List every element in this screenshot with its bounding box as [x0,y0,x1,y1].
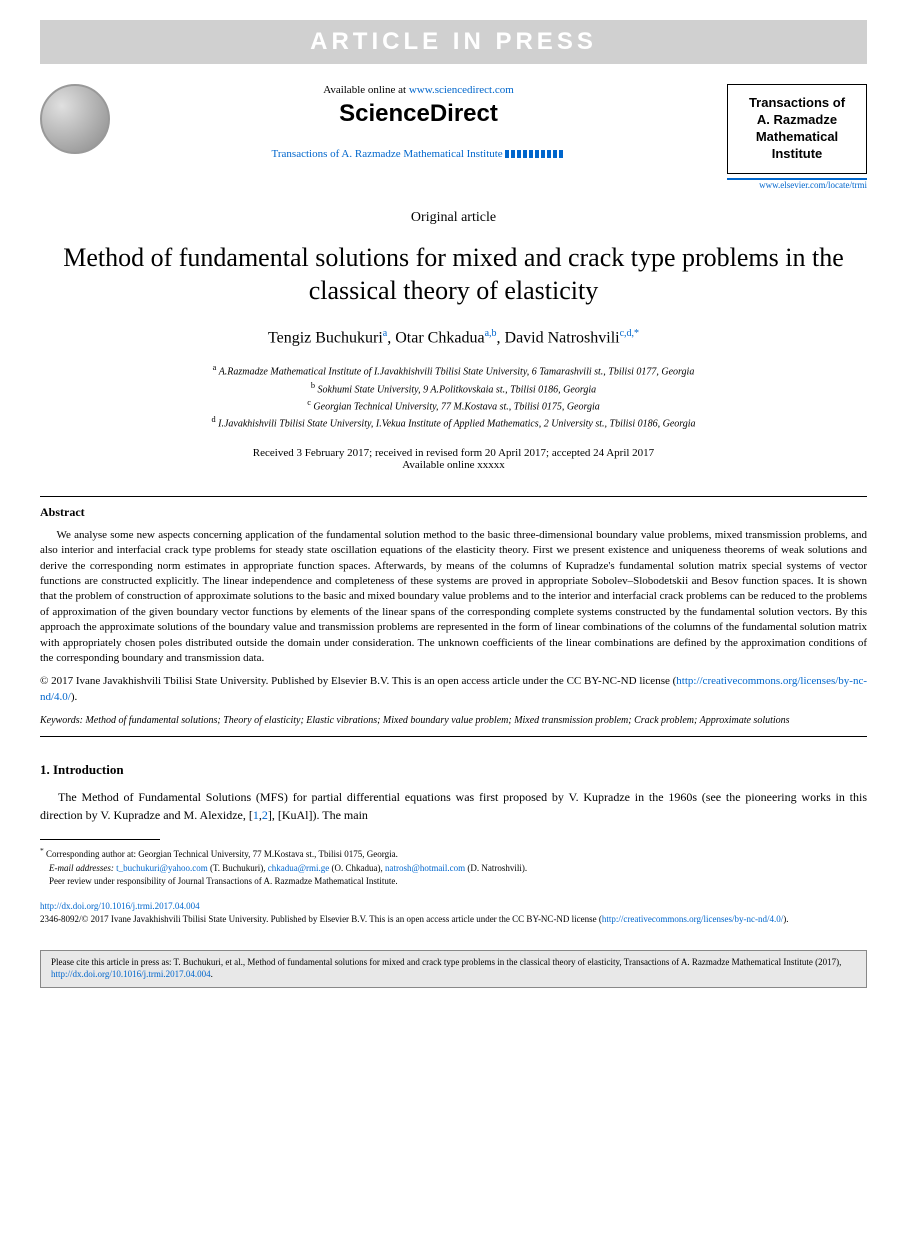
dates-line2: Available online xxxxx [40,459,867,471]
journal-box-line1: Transactions of [734,95,860,112]
affiliation-c: c Georgian Technical University, 77 M.Ko… [40,397,867,414]
email-addresses-line: E-mail addresses: t_buchukuri@yahoo.com … [40,862,867,876]
journal-title-box-wrapper: Transactions of A. Razmadze Mathematical… [727,84,867,190]
journal-ref-text: Transactions of A. Razmadze Mathematical… [272,148,506,160]
abstract-body: We analyse some new aspects concerning a… [40,529,867,664]
abstract-heading: Abstract [40,505,867,520]
affiliations: a A.Razmadze Mathematical Institute of I… [40,362,867,431]
journal-reference-line: Transactions of A. Razmadze Mathematical… [130,148,707,160]
copyright-text: © 2017 Ivane Javakhishvili Tbilisi State… [40,675,676,687]
intro-paragraph: The Method of Fundamental Solutions (MFS… [40,788,867,824]
available-prefix: Available online at [323,84,409,96]
email-label: E-mail addresses: [49,863,116,873]
affiliation-d: d I.Javakhishvili Tbilisi State Universi… [40,414,867,431]
abstract-paragraph: We analyse some new aspects concerning a… [40,528,867,667]
affiliation-a: a A.Razmadze Mathematical Institute of I… [40,362,867,379]
journal-box-line2: A. Razmadze [734,112,860,129]
peer-review-note: Peer review under responsibility of Jour… [40,875,867,889]
rule-bottom [40,736,867,737]
issn-copyright-line: 2346-8092/© 2017 Ivane Javakhishvili Tbi… [40,913,867,926]
article-title: Method of fundamental solutions for mixe… [40,241,867,309]
affiliation-b: b Sokhumi State University, 9 A.Politkov… [40,380,867,397]
footnotes: * Corresponding author at: Georgian Tech… [40,845,867,889]
doi-link[interactable]: http://dx.doi.org/10.1016/j.trmi.2017.04… [40,901,867,911]
citation-box: Please cite this article in press as: T.… [40,950,867,987]
journal-box-line4: Institute [734,146,860,163]
sciencedirect-url-link[interactable]: www.sciencedirect.com [409,84,514,96]
center-header: Available online at www.sciencedirect.co… [110,84,727,160]
dates-line1: Received 3 February 2017; received in re… [40,447,867,459]
journal-box-line3: Mathematical [734,129,860,146]
rule-top [40,496,867,497]
authors-line: Tengiz Buchukuria, Otar Chkaduaa,b, Davi… [40,328,867,347]
article-dates: Received 3 February 2017; received in re… [40,447,867,471]
keywords-text: Method of fundamental solutions; Theory … [83,715,790,726]
publisher-medal-logo [40,84,110,154]
sciencedirect-brand: ScienceDirect [130,100,707,128]
copyright-end: ). [71,691,77,703]
intro-text-after: ], [KuAl]). The main [268,808,368,822]
corresponding-author-note: * Corresponding author at: Georgian Tech… [40,845,867,862]
citebox-doi-link[interactable]: http://dx.doi.org/10.1016/j.trmi.2017.04… [51,969,211,979]
keywords-line: Keywords: Method of fundamental solution… [40,715,867,726]
article-in-press-banner: ARTICLE IN PRESS [40,20,867,64]
journal-homepage-link[interactable]: www.elsevier.com/locate/trmi [727,180,867,190]
header-row: Available online at www.sciencedirect.co… [40,84,867,190]
journal-title-box: Transactions of A. Razmadze Mathematical… [727,84,867,174]
placeholder-blocks [505,150,565,158]
citebox-text: Please cite this article in press as: T.… [51,957,841,967]
email-link-1[interactable]: t_buchukuri@yahoo.com [116,863,208,873]
banner-text: ARTICLE IN PRESS [310,28,597,55]
abstract-copyright: © 2017 Ivane Javakhishvili Tbilisi State… [40,674,867,705]
intro-heading: 1. Introduction [40,762,867,778]
keywords-label: Keywords: [40,715,83,726]
footer-license-link[interactable]: http://creativecommons.org/licenses/by-n… [602,914,783,924]
footnote-rule [40,839,160,840]
article-type: Original article [40,210,867,226]
available-online-line: Available online at www.sciencedirect.co… [130,84,707,96]
email-link-3[interactable]: natrosh@hotmail.com [385,863,465,873]
intro-text-before: The Method of Fundamental Solutions (MFS… [40,790,867,822]
email-link-2[interactable]: chkadua@rmi.ge [268,863,330,873]
issn-text: 2346-8092/© 2017 Ivane Javakhishvili Tbi… [40,914,602,924]
